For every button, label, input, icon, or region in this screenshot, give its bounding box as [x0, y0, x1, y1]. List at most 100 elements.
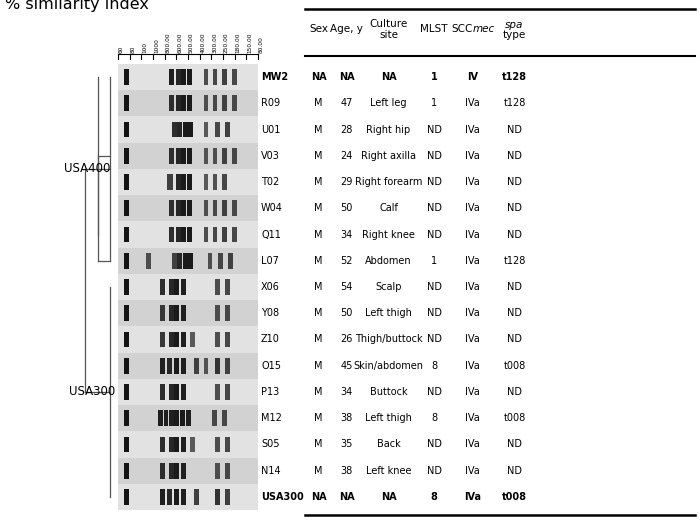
Bar	[169, 69, 174, 85]
Bar	[225, 358, 230, 373]
Text: Y08: Y08	[261, 308, 279, 318]
Text: IVa: IVa	[465, 151, 480, 161]
Text: MW2: MW2	[261, 72, 288, 82]
Text: 8: 8	[431, 413, 437, 423]
Bar	[176, 95, 181, 111]
Text: W04: W04	[261, 203, 283, 213]
Bar	[204, 69, 208, 85]
Bar	[174, 463, 179, 478]
Bar	[215, 122, 220, 137]
Bar	[213, 174, 216, 190]
Text: IVa: IVa	[465, 229, 480, 239]
Text: NA: NA	[311, 492, 326, 502]
Bar	[124, 437, 129, 452]
Bar	[118, 405, 258, 431]
Bar	[118, 274, 258, 300]
Text: ND: ND	[507, 335, 522, 345]
Bar	[232, 201, 237, 216]
Text: 60: 60	[119, 46, 124, 53]
Bar	[215, 463, 220, 478]
Bar	[174, 279, 179, 295]
Text: Left knee: Left knee	[366, 466, 412, 476]
Bar	[186, 410, 190, 426]
Bar	[232, 227, 237, 243]
Text: L07: L07	[261, 256, 279, 266]
Bar	[160, 384, 165, 400]
Bar	[225, 489, 230, 505]
Bar	[146, 253, 151, 269]
Text: ND: ND	[507, 229, 522, 239]
Bar	[181, 227, 186, 243]
Text: 8: 8	[431, 361, 437, 371]
Bar	[177, 253, 182, 269]
Bar	[225, 384, 230, 400]
Bar	[215, 384, 220, 400]
Bar	[213, 201, 216, 216]
Text: N14: N14	[261, 466, 281, 476]
Text: ND: ND	[507, 177, 522, 187]
Text: Culture
site: Culture site	[370, 19, 407, 40]
Bar	[118, 353, 258, 379]
Bar	[183, 253, 188, 269]
Text: 1: 1	[430, 72, 438, 82]
Text: Right hip: Right hip	[366, 124, 411, 135]
Text: M: M	[314, 466, 323, 476]
Bar	[213, 95, 216, 111]
Bar	[194, 489, 199, 505]
Text: IVa: IVa	[465, 98, 480, 109]
Bar	[222, 69, 227, 85]
Bar	[118, 326, 258, 353]
Text: 35: 35	[340, 439, 353, 450]
Bar	[169, 437, 174, 452]
Bar	[167, 358, 172, 373]
Text: Abdomen: Abdomen	[365, 256, 412, 266]
Text: IVa: IVa	[464, 492, 481, 502]
Text: ND: ND	[426, 151, 442, 161]
Text: t128: t128	[502, 72, 527, 82]
Bar	[180, 410, 185, 426]
Bar	[188, 122, 193, 137]
Bar	[124, 331, 129, 347]
Text: Back: Back	[377, 439, 400, 450]
Bar	[169, 410, 174, 426]
Text: M: M	[314, 308, 323, 318]
Bar	[176, 69, 181, 85]
Bar	[188, 253, 193, 269]
Bar	[176, 148, 181, 164]
Bar	[124, 463, 129, 478]
Bar	[204, 358, 208, 373]
Text: X06: X06	[261, 282, 280, 292]
Bar	[118, 117, 258, 143]
Bar	[174, 489, 179, 505]
Text: t008: t008	[503, 413, 526, 423]
Text: M: M	[314, 256, 323, 266]
Text: 100: 100	[142, 42, 147, 53]
Bar	[204, 122, 208, 137]
Text: 38: 38	[340, 466, 353, 476]
Bar	[225, 305, 230, 321]
Text: S05: S05	[261, 439, 279, 450]
Text: Calf: Calf	[379, 203, 398, 213]
Bar	[181, 489, 186, 505]
Bar	[181, 358, 186, 373]
Text: M12: M12	[261, 413, 282, 423]
Text: IVa: IVa	[465, 439, 480, 450]
Bar	[174, 410, 179, 426]
Text: ND: ND	[507, 151, 522, 161]
Bar	[172, 122, 176, 137]
Text: IVa: IVa	[465, 466, 480, 476]
Bar	[118, 379, 258, 405]
Bar	[228, 253, 232, 269]
Bar	[124, 69, 129, 85]
Bar	[118, 64, 258, 90]
Bar	[187, 148, 192, 164]
Bar	[181, 437, 186, 452]
Bar	[225, 463, 230, 478]
Text: Scalp: Scalp	[375, 282, 402, 292]
Text: M: M	[314, 177, 323, 187]
Bar	[187, 174, 192, 190]
Text: ND: ND	[426, 124, 442, 135]
Bar	[181, 305, 186, 321]
Bar	[160, 279, 165, 295]
Bar	[124, 95, 129, 111]
